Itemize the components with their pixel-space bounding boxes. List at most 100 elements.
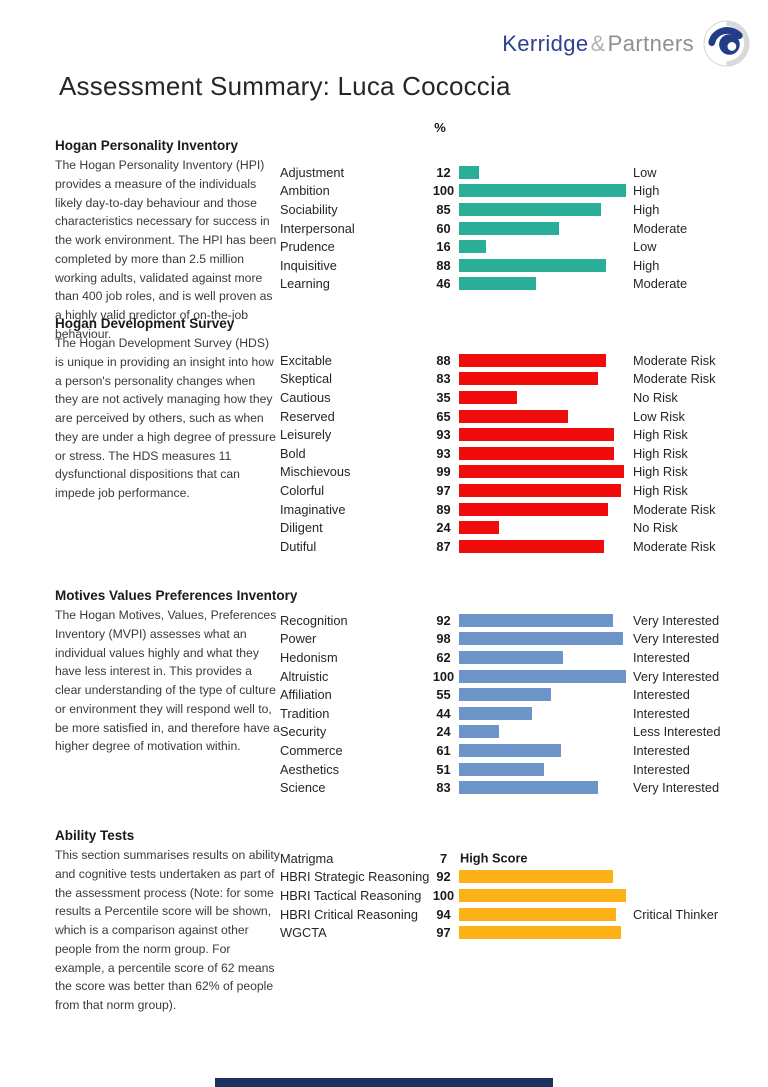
section-heading: Ability Tests xyxy=(55,828,135,843)
row-label-imaginative: Imaginative xyxy=(280,501,346,517)
row-rating-sociability: High xyxy=(633,201,660,217)
score-bar-hbri-tactical-reasoning xyxy=(459,888,626,902)
row-score-learning: 46 xyxy=(436,276,451,292)
row-label-excitable: Excitable xyxy=(280,352,332,368)
logo-ampersand: & xyxy=(590,30,606,56)
row-label-security: Security xyxy=(280,724,327,740)
row-score-hedonism: 62 xyxy=(436,649,451,665)
row-label-colorful: Colorful xyxy=(280,482,325,498)
row-score-mischievous: 99 xyxy=(436,464,451,480)
row-score-power: 98 xyxy=(436,631,451,647)
bar-track-skeptical xyxy=(459,372,626,386)
bar-track-hbri-strategic-reasoning xyxy=(459,870,626,884)
row-score-colorful: 97 xyxy=(436,482,451,498)
chart-row-wgcta: WGCTA 97 xyxy=(280,923,718,942)
chart-row-learning: Learning 46 Moderate xyxy=(280,275,687,294)
row-rating-reserved: Low Risk xyxy=(633,408,685,424)
score-bar-wgcta xyxy=(459,926,621,940)
bar-track-cautious xyxy=(459,390,626,404)
score-bar-adjustment xyxy=(459,165,480,179)
row-label-dutiful: Dutiful xyxy=(280,538,317,554)
row-label-aesthetics: Aesthetics xyxy=(280,761,340,777)
bar-track-interpersonal xyxy=(459,221,626,235)
score-bar-imaginative xyxy=(459,502,608,516)
score-bar-sociability xyxy=(459,202,601,216)
score-bar-mischievous xyxy=(459,465,625,479)
row-score-aesthetics: 51 xyxy=(436,761,451,777)
score-bar-recognition xyxy=(459,613,613,627)
score-bar-hbri-critical-reasoning xyxy=(459,907,616,921)
score-bar-bold xyxy=(459,446,615,460)
row-label-altruistic: Altruistic xyxy=(280,668,329,684)
row-label-skeptical: Skeptical xyxy=(280,371,332,387)
section-description: The Hogan Development Survey (HDS) is un… xyxy=(55,336,276,501)
score-bar-power xyxy=(459,632,623,646)
logo-partners-text: Partners xyxy=(607,30,694,56)
row-label-hbri-critical-reasoning: HBRI Critical Reasoning xyxy=(280,906,418,922)
row-label-power: Power xyxy=(280,631,317,647)
bar-track-altruistic xyxy=(459,669,626,683)
row-score-sociability: 85 xyxy=(436,201,451,217)
section-chart: Matrigma 7 High Score HBRI Strategic Reason… xyxy=(280,828,718,942)
score-bar-tradition xyxy=(459,706,533,720)
bar-track-reserved xyxy=(459,409,626,423)
bar-track-hbri-critical-reasoning xyxy=(459,907,626,921)
bar-track-dutiful xyxy=(459,539,626,553)
chart-row-hbri-strategic-reasoning: HBRI Strategic Reasoning 92 xyxy=(280,868,718,887)
row-rating-ambition: High xyxy=(633,183,660,199)
chart-row-skeptical: Skeptical 83 Moderate Risk xyxy=(280,370,716,389)
score-bar-hbri-strategic-reasoning xyxy=(459,870,613,884)
bar-track-science xyxy=(459,781,626,795)
row-score-ambition: 100 xyxy=(432,183,455,199)
chart-row-sociability: Sociability 85 High xyxy=(280,200,687,219)
row-score-excitable: 88 xyxy=(436,352,451,368)
row-rating-power: Very Interested xyxy=(633,631,720,647)
page-title: Assessment Summary: Luca Cococcia xyxy=(59,71,511,101)
chart-row-leisurely: Leisurely 93 High Risk xyxy=(280,425,716,444)
row-label-commerce: Commerce xyxy=(280,742,343,758)
row-rating-skeptical: Moderate Risk xyxy=(633,371,716,387)
score-bar-security xyxy=(459,725,500,739)
score-bar-dutiful xyxy=(459,539,605,553)
score-bar-commerce xyxy=(459,743,561,757)
row-label-science: Science xyxy=(280,780,326,796)
chart-row-interpersonal: Interpersonal 60 Moderate xyxy=(280,219,687,238)
row-rating-prudence: Low xyxy=(633,239,657,255)
row-rating-tradition: Interested xyxy=(633,705,690,721)
score-bar-inquisitive xyxy=(459,258,606,272)
section-text: Hogan Personality Inventory The Hogan Pe… xyxy=(55,138,280,344)
row-label-reserved: Reserved xyxy=(280,408,335,424)
row-label-recognition: Recognition xyxy=(280,612,348,628)
row-score-leisurely: 93 xyxy=(436,427,451,443)
chart-row-ambition: Ambition 100 High xyxy=(280,182,687,201)
bar-track-sociability xyxy=(459,202,626,216)
row-label-matrigma: Matrigma xyxy=(280,850,334,866)
bar-track-recognition xyxy=(459,613,626,627)
score-bar-diligent xyxy=(459,521,500,535)
section-heading: Hogan Personality Inventory xyxy=(55,138,239,153)
row-label-ambition: Ambition xyxy=(280,183,330,199)
score-bar-excitable xyxy=(459,353,606,367)
score-bar-affiliation xyxy=(459,688,551,702)
section-text: Hogan Development Survey The Hogan Devel… xyxy=(55,316,280,503)
row-label-interpersonal: Interpersonal xyxy=(280,220,355,236)
row-label-affiliation: Affiliation xyxy=(280,687,332,703)
score-bar-reserved xyxy=(459,409,568,423)
row-score-wgcta: 97 xyxy=(436,925,451,941)
row-rating-mischievous: High Risk xyxy=(633,464,688,480)
row-rating-colorful: High Risk xyxy=(633,482,688,498)
bar-track-leisurely xyxy=(459,428,626,442)
row-score-hbri-tactical-reasoning: 100 xyxy=(432,887,455,903)
row-score-affiliation: 55 xyxy=(436,687,451,703)
bar-note-matrigma: High Score xyxy=(460,850,528,866)
row-score-reserved: 65 xyxy=(436,408,451,424)
row-rating-excitable: Moderate Risk xyxy=(633,352,716,368)
section-description: The Hogan Personality Inventory (HPI) pr… xyxy=(55,158,277,342)
chart-row-hbri-critical-reasoning: HBRI Critical Reasoning 94 Critical Thinke… xyxy=(280,905,718,924)
chart-row-prudence: Prudence 16 Low xyxy=(280,237,687,256)
logo-wordmark: Kerridge&Partners xyxy=(502,31,694,57)
score-bar-skeptical xyxy=(459,372,598,386)
score-bar-cautious xyxy=(459,390,518,404)
row-score-adjustment: 12 xyxy=(436,164,451,180)
chart-row-bold: Bold 93 High Risk xyxy=(280,444,716,463)
